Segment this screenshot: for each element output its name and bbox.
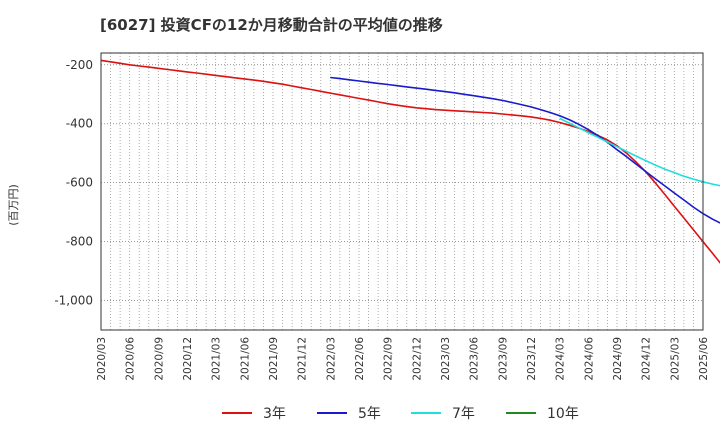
x-tick-label: 2021/03: [211, 337, 223, 381]
x-tick-label: 2022/09: [383, 337, 395, 381]
x-tick-label: 2024/09: [612, 337, 624, 381]
x-tick-label: 2020/12: [182, 337, 194, 381]
x-tick-label: 2022/12: [411, 337, 423, 381]
plot-area: [100, 52, 704, 331]
x-tick-label: 2023/09: [497, 337, 509, 381]
x-tick-label: 2020/09: [153, 337, 165, 381]
y-axis: -200 -400 -600 -800 -1,000: [54, 58, 93, 308]
x-axis: 2020/03 2020/06 2020/09 2020/12 2021/03 2021/…: [96, 337, 710, 381]
legend: 3年 5年 7年 10年: [222, 406, 579, 422]
x-tick-label: 2025/03: [669, 337, 681, 381]
x-tick-label: 2023/06: [469, 337, 481, 381]
series-line: [100, 59, 720, 264]
series-lines: [100, 59, 720, 264]
y-tick-label: -200: [66, 58, 93, 72]
series-line: [330, 76, 720, 224]
y-axis-label: (百万円): [7, 184, 20, 226]
x-tick-label: 2020/06: [125, 337, 137, 381]
x-tick-label: 2021/12: [297, 337, 309, 381]
x-tick-label: 2023/03: [440, 337, 452, 381]
y-tick-label: -400: [66, 117, 93, 131]
grid: [101, 53, 703, 330]
x-tick-label: 2024/12: [641, 337, 653, 381]
x-tick-label: 2025/06: [698, 337, 710, 381]
legend-label: 7年: [452, 406, 475, 422]
legend-label: 3年: [263, 406, 286, 422]
legend-label: 5年: [358, 406, 381, 422]
x-tick-label: 2023/12: [526, 337, 538, 381]
x-tick-label: 2021/09: [268, 337, 280, 381]
x-tick-label: 2022/06: [354, 337, 366, 381]
y-tick-label: -800: [66, 235, 93, 249]
chart-title: [6027] 投資CFの12か月移動合計の平均値の推移: [100, 16, 443, 34]
series-line: [559, 117, 720, 187]
legend-label: 10年: [547, 406, 579, 422]
x-tick-label: 2021/06: [239, 337, 251, 381]
x-tick-label: 2022/03: [325, 337, 337, 381]
x-tick-label: 2024/06: [583, 337, 595, 381]
y-tick-label: -1,000: [54, 294, 93, 308]
x-tick-label: 2024/03: [555, 337, 567, 381]
y-tick-label: -600: [66, 176, 93, 190]
x-tick-label: 2020/03: [96, 337, 108, 381]
